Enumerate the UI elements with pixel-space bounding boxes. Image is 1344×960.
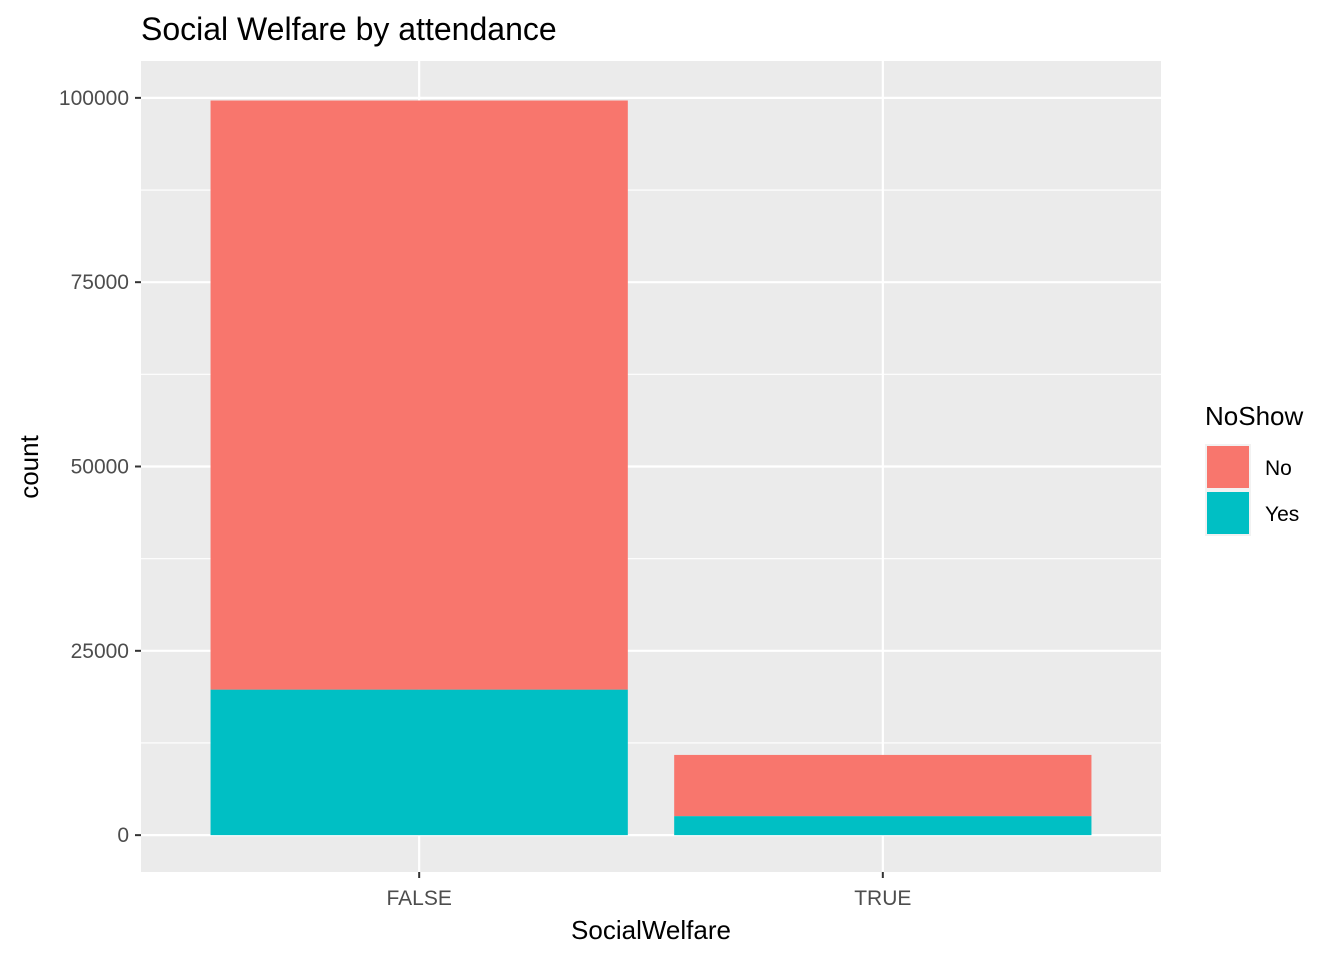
y-axis: 0 25000 50000 75000 100000	[59, 87, 141, 847]
bars	[210, 100, 1092, 836]
bar-yes-false	[210, 689, 628, 836]
chart-title: Social Welfare by attendance	[141, 11, 557, 47]
legend-key-yes	[1207, 492, 1249, 534]
legend-label-yes: Yes	[1265, 503, 1299, 526]
y-tick-label: 50000	[71, 456, 129, 479]
y-tick-label: 100000	[59, 87, 129, 110]
x-axis: FALSE TRUE	[386, 872, 911, 910]
y-tick-label: 0	[117, 824, 129, 847]
y-tick-label: 25000	[71, 640, 129, 663]
x-axis-title: SocialWelfare	[571, 915, 731, 945]
legend-title: NoShow	[1205, 401, 1303, 431]
legend-key-no	[1207, 446, 1249, 488]
x-tick-label: TRUE	[854, 887, 911, 910]
x-tick-label: FALSE	[386, 887, 451, 910]
y-axis-title: count	[14, 434, 44, 498]
bar-no-false	[210, 100, 628, 690]
y-tick-label: 75000	[71, 271, 129, 294]
bar-no-true	[674, 754, 1092, 817]
legend: NoShow No Yes	[1205, 401, 1303, 536]
bar-yes-true	[674, 816, 1092, 836]
legend-label-no: No	[1265, 457, 1292, 480]
